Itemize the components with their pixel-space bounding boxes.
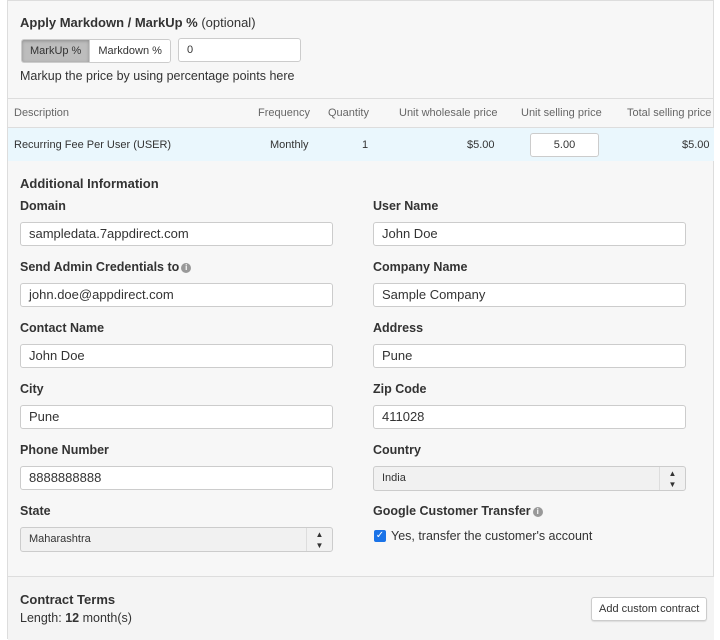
info-icon[interactable]: i [181,263,192,273]
col-unit-selling: Unit selling price [521,107,602,119]
add-custom-contract-button[interactable]: Add custom contract [591,597,708,621]
order-panel: Apply Markdown / MarkUp % (optional) Mar… [7,0,714,640]
zip-code-input[interactable]: 411028 [373,405,686,429]
table-row: Recurring Fee Per User (USER) Monthly 1 … [8,127,714,161]
row-frequency: Monthly [270,139,309,151]
markup-title: Apply Markdown / MarkUp % (optional) [20,15,256,30]
city-label: City [20,382,44,396]
company-name-label: Company Name [373,260,468,274]
unit-selling-price-input[interactable]: 5.00 [530,133,599,157]
contract-length: Length: 12 month(s) [20,611,132,625]
additional-info-title: Additional Information [20,176,159,191]
country-label: Country [373,443,421,457]
user-name-label: User Name [373,199,439,213]
transfer-checkbox[interactable]: ✓ [374,530,386,542]
admin-credentials-label: Send Admin Credentials to i [20,260,192,274]
phone-label: Phone Number [20,443,109,457]
row-quantity: 1 [362,139,369,151]
transfer-checkbox-label[interactable]: Yes, transfer the customer's account [391,529,593,543]
col-frequency: Frequency [258,107,310,119]
col-quantity: Quantity [328,107,369,119]
city-input[interactable]: Pune [20,405,333,429]
updown-arrows-icon: ▲ ▼ [306,528,332,551]
state-label: State [20,504,51,518]
state-select[interactable]: Maharashtra ▲ ▼ [20,527,333,552]
updown-arrows-icon: ▲ ▼ [659,467,685,490]
google-transfer-label: Google Customer Transfer i [373,504,543,518]
contract-section: Contract Terms Length: 12 month(s) Add c… [8,576,714,640]
row-description: Recurring Fee Per User (USER) [14,139,172,151]
markup-percent-button[interactable]: MarkUp % [22,40,90,62]
contact-name-input[interactable]: John Doe [20,344,333,368]
markup-help-text: Markup the price by using percentage poi… [20,69,295,83]
company-name-input[interactable]: Sample Company [373,283,686,307]
row-wholesale: $5.00 [467,139,495,151]
user-name-input[interactable]: John Doe [373,222,686,246]
info-icon[interactable]: i [532,507,543,517]
phone-input[interactable]: 8888888888 [20,466,333,490]
country-value: India [382,472,406,484]
zip-code-label: Zip Code [373,382,427,396]
country-select[interactable]: India ▲ ▼ [373,466,686,491]
markdown-percent-button[interactable]: Markdown % [89,40,170,62]
contact-name-label: Contact Name [20,321,105,335]
col-total-selling: Total selling price [627,107,712,119]
address-input[interactable]: Pune [373,344,686,368]
contract-terms-title: Contract Terms [20,592,116,607]
admin-email-input[interactable]: john.doe@appdirect.com [20,283,333,307]
row-total: $5.00 [682,139,710,151]
markup-toggle: MarkUp % Markdown % [21,39,171,63]
address-label: Address [373,321,424,335]
col-unit-wholesale: Unit wholesale price [399,107,498,119]
domain-input[interactable]: sampledata.7appdirect.com [20,222,333,246]
domain-label: Domain [20,199,66,213]
col-description: Description [14,107,70,119]
pricing-table: Description Frequency Quantity Unit whol… [8,98,714,161]
state-value: Maharashtra [29,533,91,545]
markup-value-input[interactable]: 0 [178,38,301,62]
